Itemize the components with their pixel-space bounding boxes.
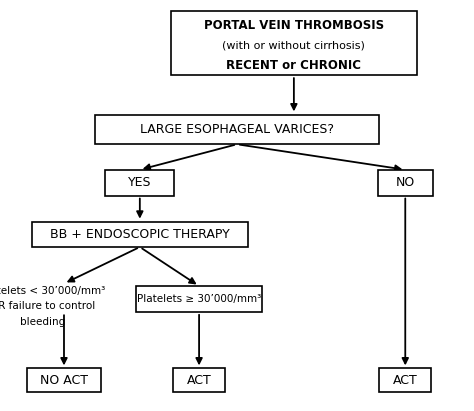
Text: OR failure to control: OR failure to control xyxy=(0,301,95,311)
Text: ACT: ACT xyxy=(187,374,211,387)
FancyBboxPatch shape xyxy=(136,286,262,312)
Text: Platelets < 30’000/mm³: Platelets < 30’000/mm³ xyxy=(0,286,105,296)
Text: ACT: ACT xyxy=(393,374,418,387)
FancyBboxPatch shape xyxy=(27,368,100,392)
Text: RECENT or CHRONIC: RECENT or CHRONIC xyxy=(227,58,361,72)
Text: PORTAL VEIN THROMBOSIS: PORTAL VEIN THROMBOSIS xyxy=(204,19,384,32)
Text: NO: NO xyxy=(396,176,415,189)
FancyBboxPatch shape xyxy=(378,170,432,196)
FancyBboxPatch shape xyxy=(95,115,379,144)
FancyBboxPatch shape xyxy=(379,368,431,392)
Text: BB + ENDOSCOPIC THERAPY: BB + ENDOSCOPIC THERAPY xyxy=(50,228,230,241)
FancyBboxPatch shape xyxy=(105,170,174,196)
Text: YES: YES xyxy=(128,176,152,189)
Text: bleeding: bleeding xyxy=(20,317,65,327)
FancyBboxPatch shape xyxy=(171,12,417,75)
Text: NO ACT: NO ACT xyxy=(40,374,88,387)
Text: LARGE ESOPHAGEAL VARICES?: LARGE ESOPHAGEAL VARICES? xyxy=(140,123,334,136)
FancyBboxPatch shape xyxy=(173,368,225,392)
Text: (with or without cirrhosis): (with or without cirrhosis) xyxy=(222,40,365,50)
FancyBboxPatch shape xyxy=(32,222,247,247)
Text: Platelets ≥ 30’000/mm³: Platelets ≥ 30’000/mm³ xyxy=(137,294,261,304)
